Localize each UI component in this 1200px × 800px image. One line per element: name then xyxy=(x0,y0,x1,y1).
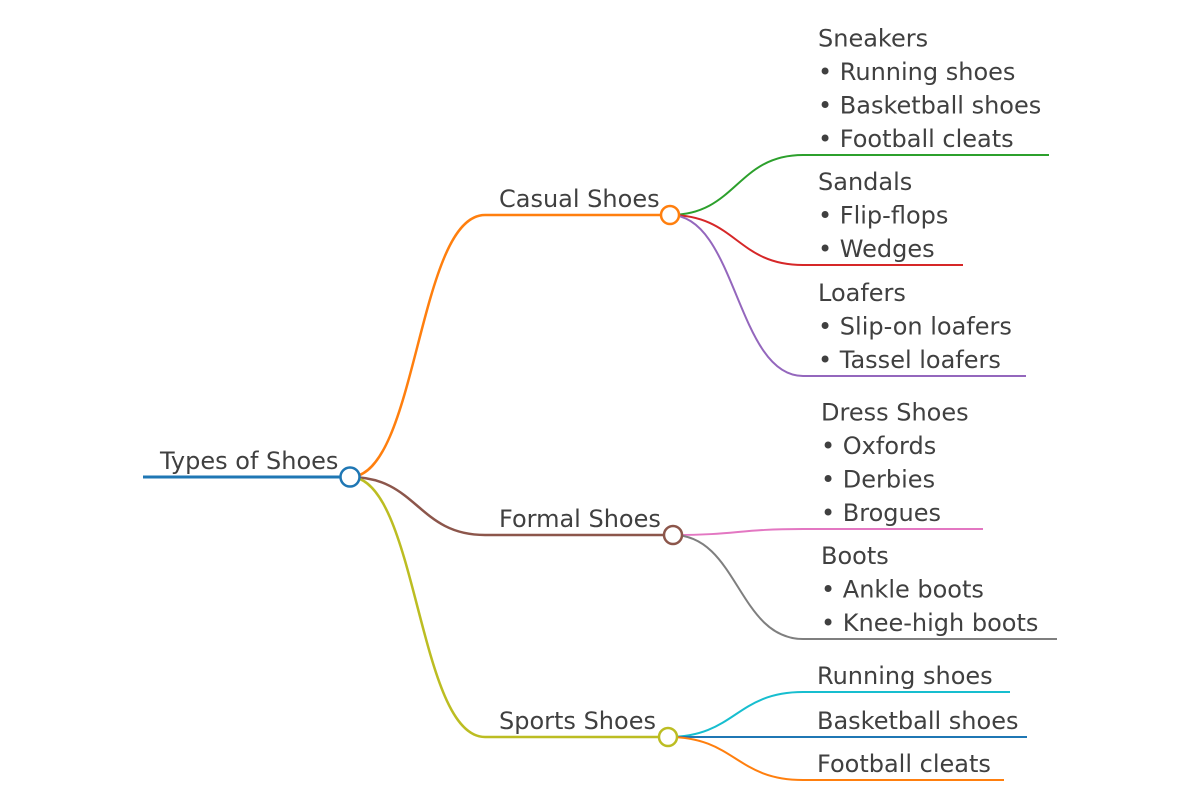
leaf-item-basketball-shoes: • Basketball shoes xyxy=(818,92,1041,120)
labels-layer: Types of Shoes Casual Shoes Sneakers • Runn… xyxy=(159,25,1041,779)
edge-formal-shoes-to-dress-shoes xyxy=(672,528,983,536)
leaf-item-ankle-boots: • Ankle boots xyxy=(821,576,984,604)
leaf-item-running-shoes: • Running shoes xyxy=(818,58,1015,86)
leaf-title-running-shoes: Running shoes xyxy=(817,662,993,690)
leaf-title-loafers: Loafers xyxy=(818,279,906,307)
leaf-title-sneakers: Sneakers xyxy=(818,25,928,53)
leaf-title-dress-shoes: Dress Shoes xyxy=(821,399,969,427)
edge-formal-shoes-to-boots xyxy=(672,534,1057,640)
leaf-item-knee-high-boots: • Knee-high boots xyxy=(821,609,1038,637)
edge-root-to-formal-shoes xyxy=(349,475,673,537)
edge-sports-shoes-to-running-shoes xyxy=(667,691,1010,738)
leaf-title-football-cleats: Football cleats xyxy=(817,750,991,778)
edges-layer xyxy=(143,154,1057,781)
edge-casual-shoes-to-sneakers xyxy=(669,154,1049,216)
leaf-item-slip-on-loafers: • Slip-on loafers xyxy=(818,313,1012,341)
leaf-item-brogues: • Brogues xyxy=(821,499,941,527)
leaf-item-wedges: • Wedges xyxy=(818,235,935,263)
leaf-item-derbies: • Derbies xyxy=(821,466,935,494)
branch-node-formal-shoes[interactable] xyxy=(662,524,684,546)
edge-root-to-casual-shoes xyxy=(349,213,670,479)
edge-casual-shoes-to-loafers xyxy=(669,214,1026,377)
leaf-title-boots: Boots xyxy=(821,542,889,570)
branch-node-sports-shoes[interactable] xyxy=(657,726,679,748)
root-node[interactable] xyxy=(339,466,361,488)
leaf-title-sandals: Sandals xyxy=(818,168,912,196)
edge-sports-shoes-to-football-cleats xyxy=(667,736,1004,781)
branch-node-casual-shoes[interactable] xyxy=(659,204,681,226)
leaf-item-oxfords: • Oxfords xyxy=(821,432,936,460)
edge-casual-shoes-to-sandals xyxy=(669,214,963,266)
nodes-layer xyxy=(339,204,684,748)
edge-root-to-sports-shoes xyxy=(349,475,668,739)
leaf-title-basketball-shoes: Basketball shoes xyxy=(817,707,1018,735)
branch-label-casual-shoes: Casual Shoes xyxy=(499,185,660,213)
leaf-item-flip-flops: • Flip-flops xyxy=(818,202,948,230)
root-label: Types of Shoes xyxy=(159,447,338,475)
leaf-item-tassel-loafers: • Tassel loafers xyxy=(818,346,1001,374)
branch-label-sports-shoes: Sports Shoes xyxy=(499,707,656,735)
branch-label-formal-shoes: Formal Shoes xyxy=(499,505,661,533)
leaf-item-football-cleats: • Football cleats xyxy=(818,125,1014,153)
